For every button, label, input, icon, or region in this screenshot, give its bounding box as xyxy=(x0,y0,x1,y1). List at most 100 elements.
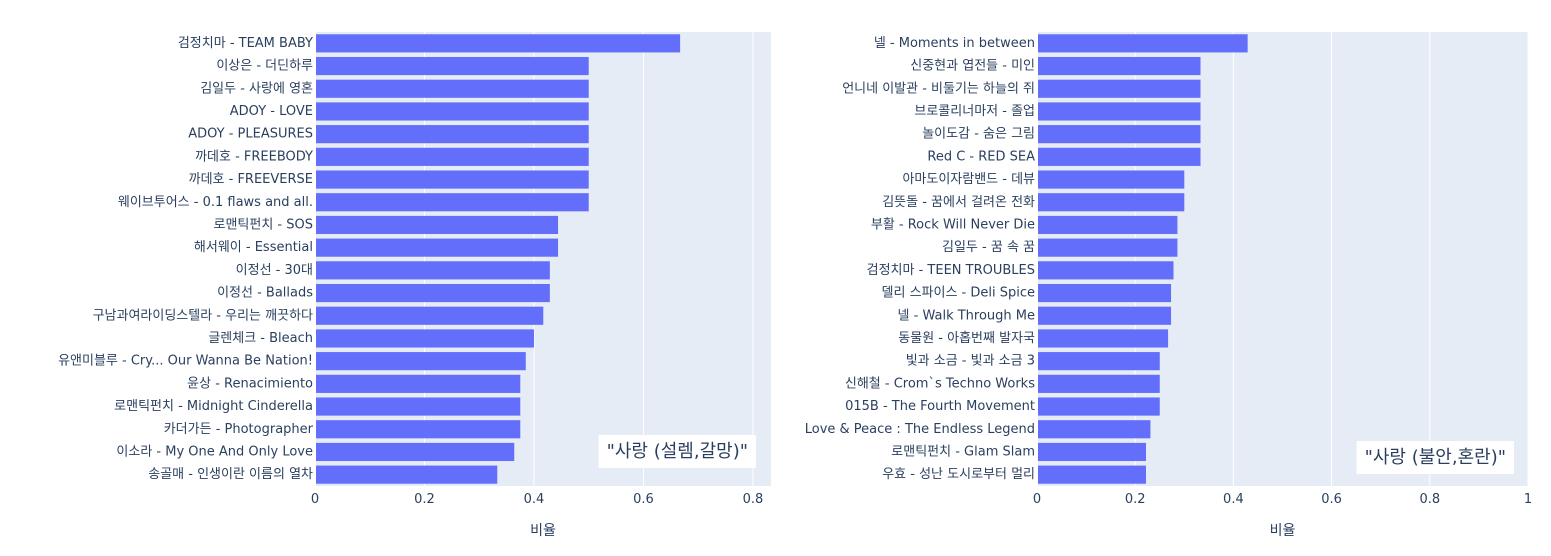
bar-5 xyxy=(1037,125,1201,144)
annotation-box xyxy=(1356,441,1514,474)
category-label-7: 까데호 - FREEVERSE xyxy=(189,172,313,187)
category-label-10: 해서웨이 - Essential xyxy=(194,240,313,255)
category-label-5: 놀이도감 - 숨은 그림 xyxy=(922,127,1035,142)
bar-11 xyxy=(315,261,550,280)
x-tick-label-4: 0.8 xyxy=(1419,492,1440,507)
category-label-15: 유앤미블루 - Cry... Our Wanna Be Nation! xyxy=(58,354,313,369)
bar-1 xyxy=(315,34,681,53)
x-tick-label-0: 0 xyxy=(311,492,319,507)
category-label-10: 김일두 - 꿈 속 꿈 xyxy=(942,240,1035,255)
category-label-18: Love & Peace : The Endless Legend xyxy=(805,422,1035,437)
category-label-17: 015B - The Fourth Movement xyxy=(845,399,1035,414)
x-tick-label-2: 0.4 xyxy=(1223,492,1244,507)
bar-18 xyxy=(1037,420,1151,439)
category-label-17: 로맨틱펀치 - Midnight Cinderella xyxy=(114,399,313,414)
bar-14 xyxy=(315,329,534,348)
category-label-19: 이소라 - My One And Only Love xyxy=(116,444,313,459)
bar-8 xyxy=(315,193,589,212)
bar-13 xyxy=(1037,306,1172,325)
bar-14 xyxy=(1037,329,1169,348)
bar-19 xyxy=(1037,442,1147,462)
bar-13 xyxy=(315,306,544,325)
category-label-16: 윤상 - Renacimiento xyxy=(187,376,313,391)
x-tick-label-4: 0.8 xyxy=(743,492,764,507)
category-label-12: 이정선 - Ballads xyxy=(217,286,313,301)
bar-4 xyxy=(1037,102,1201,121)
plot-background xyxy=(1037,32,1528,486)
category-label-14: 글렌체크 - Bleach xyxy=(208,331,313,346)
bar-8 xyxy=(1037,193,1185,212)
category-label-9: 부활 - Rock Will Never Die xyxy=(871,217,1035,232)
category-label-5: ADOY - PLEASURES xyxy=(188,127,313,142)
category-label-13: 넬 - Walk Through Me xyxy=(898,308,1035,323)
bar-15 xyxy=(1037,352,1160,371)
category-label-19: 로맨틱펀치 - Glam Slam xyxy=(891,444,1035,459)
bar-19 xyxy=(315,442,515,462)
x-tick-label-3: 0.6 xyxy=(1321,492,1342,507)
annotation: "사랑 (불안,혼란)" xyxy=(1356,441,1514,474)
bar-5 xyxy=(315,125,589,144)
bar-10 xyxy=(1037,238,1178,257)
category-label-18: 카더가든 - Photographer xyxy=(164,422,314,437)
bar-18 xyxy=(315,420,521,439)
category-label-1: 검정치마 - TEAM BABY xyxy=(178,36,313,51)
category-label-11: 검정치마 - TEEN TROUBLES xyxy=(867,263,1035,278)
category-label-9: 로맨틱펀치 - SOS xyxy=(214,217,314,232)
bar-20 xyxy=(315,465,498,484)
category-label-8: 김뜻돌 - 꿈에서 걸려온 전화 xyxy=(882,195,1035,210)
category-label-6: 까데호 - FREEBODY xyxy=(195,149,313,164)
category-label-11: 이정선 - 30대 xyxy=(236,263,313,278)
category-label-3: 김일두 - 사랑에 영혼 xyxy=(200,81,313,96)
x-axis-title: 비율 xyxy=(530,523,556,539)
bar-2 xyxy=(315,56,589,76)
x-tick-label-1: 0.2 xyxy=(1125,492,1146,507)
bar-17 xyxy=(315,397,521,416)
category-label-13: 구남과여라이딩스텔라 - 우리는 깨끗하다 xyxy=(93,308,313,323)
annotation-text: "사랑 (불안,혼란)" xyxy=(1365,447,1506,468)
bar-16 xyxy=(315,374,521,393)
category-label-20: 우효 - 성난 도시로부터 멀리 xyxy=(882,467,1035,482)
category-label-7: 아마도이자람밴드 - 데뷰 xyxy=(902,172,1035,187)
bar-12 xyxy=(1037,283,1172,303)
bar-17 xyxy=(1037,397,1160,416)
bar-10 xyxy=(315,238,559,257)
bar-1 xyxy=(1037,34,1248,53)
bar-6 xyxy=(315,147,589,166)
bar-7 xyxy=(1037,170,1185,189)
category-label-8: 웨이브투어스 - 0.1 flaws and all. xyxy=(118,195,313,210)
x-tick-label-1: 0.2 xyxy=(414,492,435,507)
category-label-16: 신해철 - Crom`s Techno Works xyxy=(845,376,1035,391)
x-tick-label-0: 0 xyxy=(1033,492,1041,507)
category-label-2: 신중현과 엽전들 - 미인 xyxy=(910,59,1035,74)
bar-4 xyxy=(315,102,589,121)
category-label-3: 언니네 이발관 - 비둘기는 하늘의 쥐 xyxy=(842,81,1035,96)
category-label-15: 빛과 소금 - 빛과 소금 3 xyxy=(906,354,1035,369)
bar-11 xyxy=(1037,261,1174,280)
category-label-6: Red C - RED SEA xyxy=(927,149,1035,164)
category-label-20: 송골매 - 인생이란 이름의 열차 xyxy=(148,467,313,482)
annotation: "사랑 (설렘,갈망)" xyxy=(598,435,756,468)
bar-12 xyxy=(315,283,550,303)
bar-7 xyxy=(315,170,589,189)
bar-6 xyxy=(1037,147,1201,166)
bar-16 xyxy=(1037,374,1160,393)
category-label-4: ADOY - LOVE xyxy=(230,104,313,119)
category-label-12: 델리 스파이스 - Deli Spice xyxy=(882,286,1035,301)
bar-3 xyxy=(315,79,589,98)
bar-9 xyxy=(1037,215,1178,235)
x-tick-label-2: 0.4 xyxy=(524,492,545,507)
plot-background xyxy=(315,32,771,486)
bar-3 xyxy=(1037,79,1201,98)
annotation-box xyxy=(598,435,756,468)
x-axis-title: 비율 xyxy=(1270,523,1296,539)
bar-20 xyxy=(1037,465,1147,484)
category-label-1: 넬 - Moments in between xyxy=(874,36,1035,51)
category-label-2: 이상은 - 더딘하루 xyxy=(216,59,313,74)
category-label-14: 동물원 - 아홉번째 발자국 xyxy=(898,331,1035,346)
category-label-4: 브로콜리너마저 - 졸업 xyxy=(914,104,1035,119)
x-tick-label-3: 0.6 xyxy=(633,492,654,507)
x-tick-label-5: 1 xyxy=(1524,492,1532,507)
